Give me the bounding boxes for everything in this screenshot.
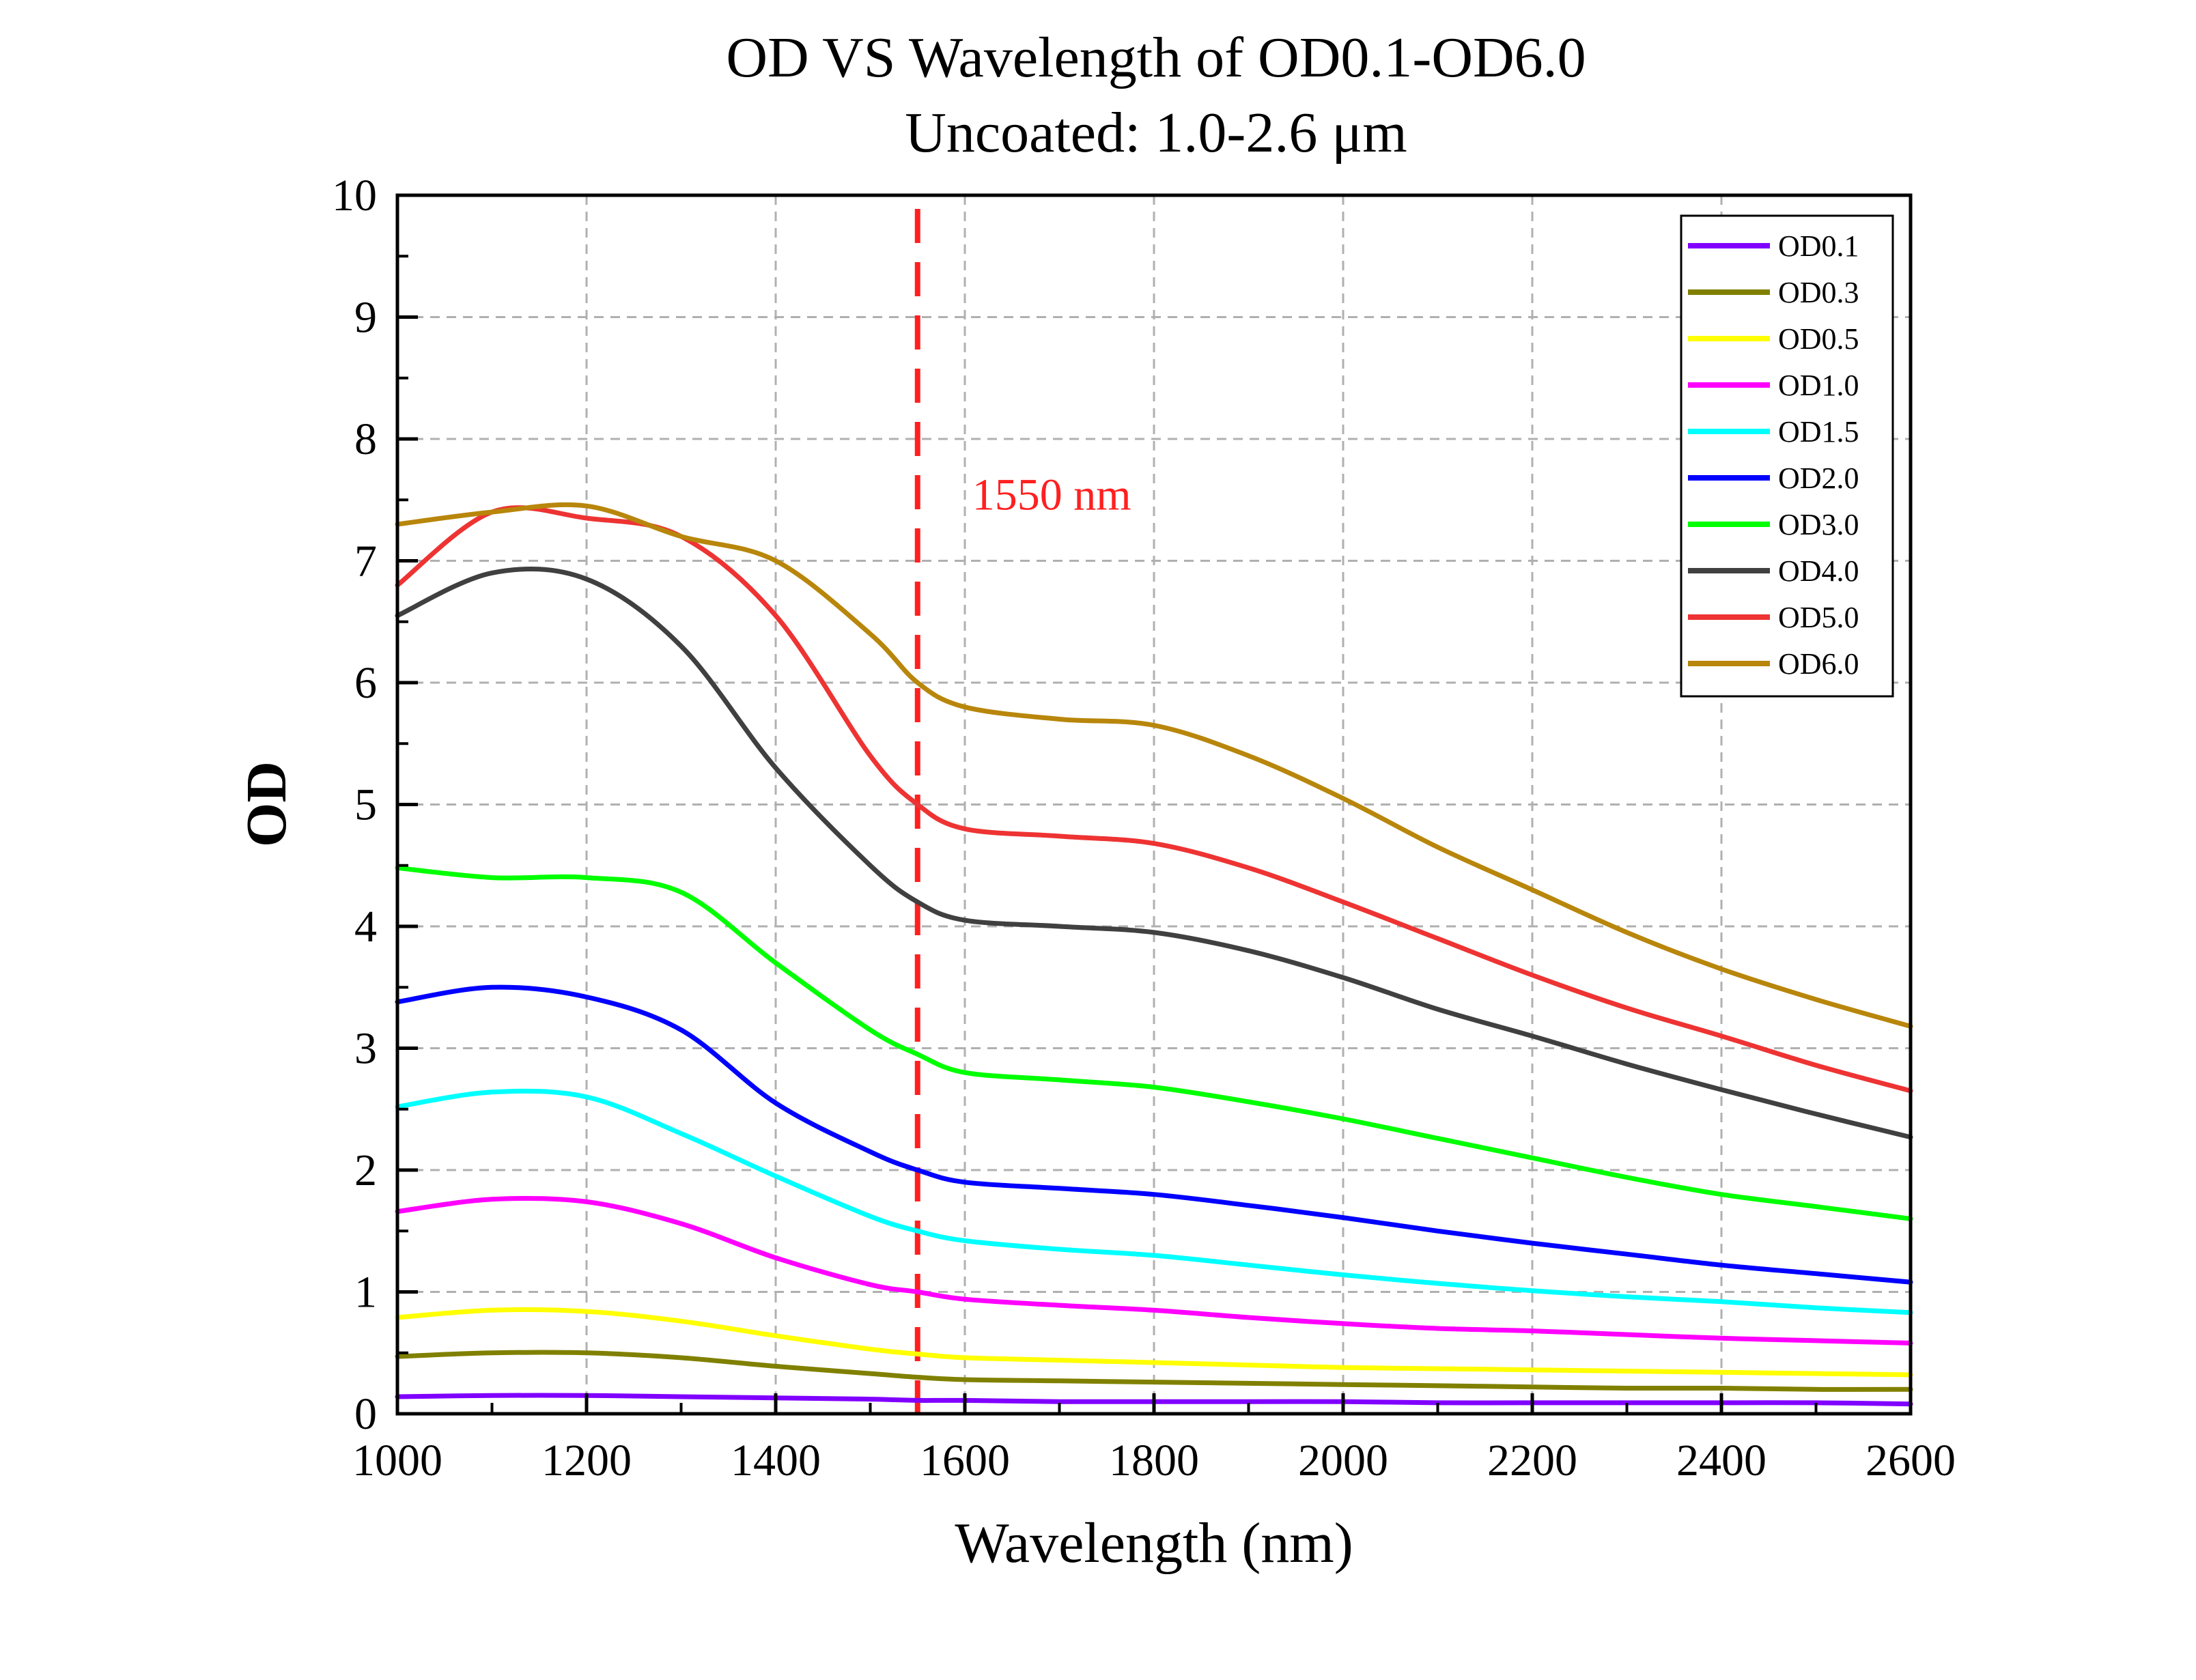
x-tick-label: 1800 [1109, 1436, 1199, 1485]
y-tick-label: 6 [354, 658, 377, 708]
y-tick-label: 2 [354, 1145, 377, 1195]
x-tick-label: 2000 [1298, 1436, 1388, 1485]
x-tick-label: 1000 [352, 1436, 442, 1485]
series-line-od0-1 [395, 1393, 1913, 1407]
legend-label: OD5.0 [1778, 601, 1859, 634]
y-tick-label: 0 [354, 1389, 377, 1439]
y-tick-label: 1 [354, 1268, 377, 1318]
y-tick-label: 4 [354, 902, 377, 952]
legend: OD0.1 OD0.3 OD0.5 OD1.0 OD1.5 OD2.0 OD3.0 OD4.0… [1680, 214, 1894, 698]
legend-label: OD1.5 [1778, 415, 1859, 449]
chart-subtitle: Uncoated: 1.0-2.6 μm [905, 101, 1407, 165]
series-line-od0-5 [395, 1307, 1913, 1378]
x-tick-label: 2600 [1866, 1436, 1956, 1485]
series-line-od6-0 [395, 502, 1913, 1029]
series-line-od4-0 [395, 566, 1913, 1140]
legend-label: OD2.0 [1778, 461, 1859, 495]
x-tick-label: 2400 [1676, 1436, 1766, 1485]
ticks [395, 193, 1913, 1416]
y-tick-label: 9 [354, 293, 377, 343]
y-tick-label: 3 [354, 1024, 377, 1074]
legend-label: OD0.3 [1778, 276, 1859, 309]
x-tick-label: 1600 [920, 1436, 1010, 1485]
tick-labels: 1000 1200 1400 1600 1800 2000 2200 2400 2600 0 1 2 3… [332, 171, 1956, 1485]
series-line-od0-3 [395, 1350, 1913, 1392]
legend-label: OD6.0 [1778, 647, 1859, 681]
y-tick-label: 5 [354, 780, 377, 830]
legend-label: OD0.5 [1778, 322, 1859, 356]
series-line-od3-0 [395, 865, 1913, 1221]
series-line-od2-0 [395, 984, 1913, 1285]
x-tick-label: 2200 [1487, 1436, 1577, 1485]
legend-label: OD4.0 [1778, 554, 1859, 588]
series-line-od1-5 [395, 1088, 1913, 1315]
chart-title: OD VS Wavelength of OD0.1-OD6.0 [726, 26, 1586, 89]
legend-label: OD3.0 [1778, 508, 1859, 541]
x-tick-label: 1200 [541, 1436, 632, 1485]
x-tick-label: 1400 [731, 1436, 821, 1485]
reference-line-label: 1550 nm [972, 470, 1131, 520]
y-tick-label: 8 [354, 414, 377, 464]
series-line-od1-0 [395, 1195, 1913, 1346]
legend-label: OD1.0 [1778, 369, 1859, 402]
x-axis-title: Wavelength (nm) [955, 1511, 1353, 1575]
y-tick-label: 10 [332, 171, 377, 220]
grid [397, 195, 1911, 1414]
series-layer [395, 502, 1913, 1407]
y-axis-title: OD [235, 761, 298, 847]
y-tick-label: 7 [354, 537, 377, 586]
legend-label: OD0.1 [1778, 229, 1859, 263]
reference-line-layer: 1550 nm [914, 209, 1131, 1414]
